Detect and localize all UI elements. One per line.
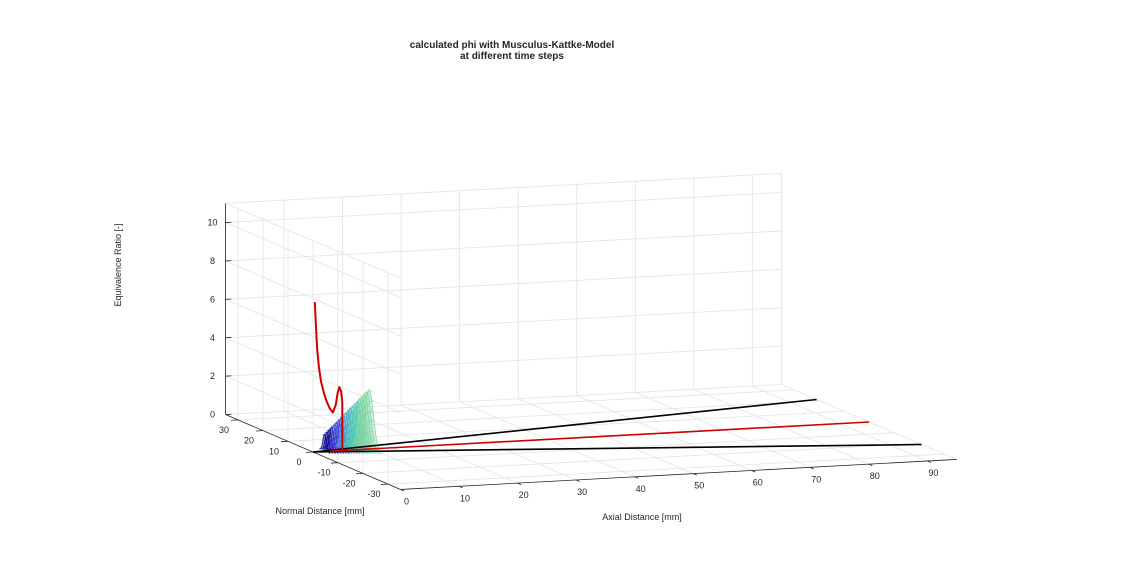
y-tick-label: -30	[367, 489, 380, 499]
x-tick-label: 40	[636, 484, 646, 494]
series-lines	[312, 302, 922, 453]
phi-profile-hatch	[330, 425, 338, 448]
grid-line-side-z	[225, 260, 401, 337]
spray-boundary-line	[312, 443, 922, 453]
z-tick-label: 4	[210, 333, 215, 343]
box-edge	[781, 384, 957, 460]
centerline-phi	[313, 302, 344, 451]
z-tick-label: 0	[210, 410, 215, 420]
phi-profile-hatch	[363, 391, 375, 443]
x-tick-label: 80	[870, 471, 880, 481]
spray-axis-line	[330, 421, 870, 452]
x-tick-label: 0	[404, 496, 409, 506]
grid-line-side-z	[225, 222, 401, 298]
x-tick-mark	[458, 485, 463, 489]
z-tick-label: 2	[210, 371, 215, 381]
grid-line-back-z	[225, 307, 782, 339]
x-tick-label: 30	[577, 487, 587, 497]
phi-profile-hatch	[335, 420, 343, 448]
z-axis-label: Equivalence Ratio [-]	[113, 223, 123, 306]
x-tick-label: 20	[519, 490, 529, 500]
grid-line-back-z	[225, 192, 782, 223]
z-tick-label: 10	[207, 218, 217, 228]
x-tick-mark	[634, 476, 639, 479]
x-tick-mark	[400, 489, 405, 492]
y-tick-label: -20	[342, 478, 355, 488]
z-tick-label: 6	[210, 294, 215, 304]
phi-surface	[319, 388, 383, 455]
y-tick-label: 20	[244, 436, 254, 446]
box-edge	[225, 172, 782, 204]
x-axis-label: Axial Distance [mm]	[602, 512, 682, 522]
grid-line-back-z	[225, 268, 782, 300]
phi-profile-hatch	[333, 423, 340, 448]
y-tick-label: -10	[317, 468, 330, 478]
x-tick-label: 70	[811, 474, 821, 484]
tick-labels: 0 10 20 30 40 50 60 70 80 90 -30 -20 -10 0 10 20 30 0 2 4 6 8…	[207, 218, 938, 507]
chart-title: calculated phi with Musculus-Kattke-Mode…	[410, 40, 615, 51]
grid-line-floor-y	[362, 442, 920, 474]
y-tick-label: 30	[219, 425, 229, 435]
grid-line-side-z	[225, 298, 401, 375]
x-tick-label: 50	[694, 481, 704, 491]
x-tick-mark	[575, 479, 580, 482]
grid-line-floor-y	[387, 453, 945, 485]
chart-subtitle: at different time steps	[460, 51, 564, 62]
grid-line-back-z	[225, 384, 782, 415]
y-tick-label: 10	[269, 446, 279, 456]
grid-line-floor-y	[237, 389, 795, 421]
box-edge	[225, 202, 401, 279]
x-tick-mark	[810, 466, 814, 470]
grid-line-back-z	[225, 345, 782, 377]
x-tick-label: 60	[753, 477, 763, 487]
y-axis-label: Normal Distance [mm]	[275, 506, 364, 516]
x-tick-label: 90	[928, 468, 938, 478]
spray-boundary-line	[312, 398, 817, 453]
z-tick-label: 8	[210, 256, 215, 266]
x-axis-line	[400, 459, 957, 490]
x-tick-mark	[517, 482, 522, 485]
y-tick-label: 0	[296, 457, 301, 467]
grid-line-back-z	[225, 230, 782, 262]
x-tick-mark	[927, 460, 932, 463]
x-tick-mark	[751, 470, 756, 473]
x-tick-mark	[868, 463, 873, 467]
x-tick-mark	[693, 473, 697, 476]
x-tick-label: 10	[460, 493, 470, 503]
